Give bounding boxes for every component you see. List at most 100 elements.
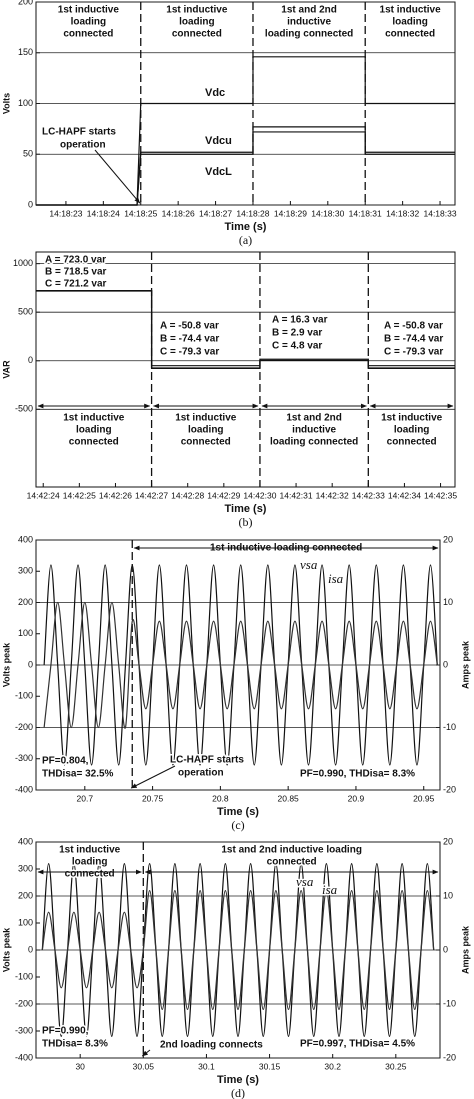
region-label: loading <box>179 17 215 28</box>
x-tick-label: 14:18:28 <box>236 208 269 218</box>
annotation: PF=0.804, <box>42 756 89 767</box>
x-tick-label: 20.85 <box>278 793 300 803</box>
y-tick-label: -200 <box>15 722 33 732</box>
x-tick-label: 20.8 <box>212 793 229 803</box>
region-label: 1st inductive <box>59 845 121 856</box>
annotation: A = 16.3 var <box>272 315 328 326</box>
annotation: 2nd loading connects <box>160 1040 263 1051</box>
y-tick-label: 400 <box>18 534 33 544</box>
y2-tick-label: 20 <box>443 534 453 544</box>
y-tick-label: -400 <box>15 1052 33 1062</box>
y-tick-label: 200 <box>18 0 33 6</box>
y-tick-label: 0 <box>28 355 33 365</box>
annotation: PF=0.990, <box>42 1026 89 1037</box>
y-tick-label: -100 <box>15 691 33 701</box>
y-tick-label: 300 <box>18 566 33 576</box>
x-axis-title: Time (s) <box>225 503 267 515</box>
annotation: B = -74.4 var <box>160 334 219 345</box>
x-tick-label: 14:42:28 <box>171 490 204 500</box>
x-tick-label: 14:42:27 <box>135 490 168 500</box>
annotation: PF=0.990, THDisa= 8.3% <box>300 769 415 780</box>
caption: (a) <box>239 233 252 247</box>
x-tick-label: 14:18:27 <box>199 208 232 218</box>
y-tick-label: 0 <box>28 199 33 209</box>
y-tick-label: -300 <box>15 753 33 763</box>
y-axis-title: Volts peak <box>1 927 11 972</box>
region-label: loading connected <box>265 29 353 40</box>
x-tick-label: 20.9 <box>348 793 365 803</box>
y-tick-label: 50 <box>23 149 33 159</box>
x-axis-title: Time (s) <box>217 1074 259 1086</box>
x-tick-label: 14:18:29 <box>274 208 307 218</box>
y-tick-label: 0 <box>28 659 33 669</box>
x-tick-label: 14:18:23 <box>49 208 82 218</box>
region-label: loading <box>71 17 107 28</box>
region-label: 1st inductive <box>175 413 237 424</box>
y-tick-label: -500 <box>15 404 33 414</box>
y2-tick-label: -10 <box>443 998 456 1008</box>
x-tick-label: 30.05 <box>133 1061 155 1071</box>
x-tick-label: 20.95 <box>413 793 435 803</box>
y-axis-title: VAR <box>1 360 11 379</box>
region-label: connected <box>181 437 231 448</box>
region-label: loading <box>76 425 112 436</box>
annotation: C = 721.2 var <box>45 279 107 290</box>
y-tick-label: -300 <box>15 1025 33 1035</box>
x-tick-label: 30.15 <box>259 1061 281 1071</box>
series-label: vsa <box>300 557 318 572</box>
region-label: loading <box>394 425 430 436</box>
annotation: THDisa= 8.3% <box>42 1039 108 1050</box>
annotation: PF=0.997, THDisa= 4.5% <box>300 1039 415 1050</box>
region-label: connected <box>63 29 113 40</box>
region-label: 1st inductive <box>381 413 443 424</box>
region-label: inductive <box>287 17 331 28</box>
y-tick-label: 500 <box>18 307 33 317</box>
annotation: THDisa= 32.5% <box>42 769 114 780</box>
series-line <box>41 889 435 1011</box>
caption: (b) <box>239 515 253 529</box>
annotation: C = -79.3 var <box>160 347 219 358</box>
caption: (d) <box>231 1086 245 1099</box>
annotation: A = -50.8 var <box>384 321 443 332</box>
x-tick-label: 30.25 <box>385 1061 407 1071</box>
y-tick-label: 150 <box>18 47 33 57</box>
region-label: loading <box>392 17 428 28</box>
x-tick-label: 14:42:25 <box>63 490 96 500</box>
annotation-arrow <box>130 765 176 789</box>
region-label: inductive <box>292 425 336 436</box>
y-tick-label: 100 <box>18 98 33 108</box>
y-tick-label: 100 <box>18 628 33 638</box>
annotation: operation <box>178 768 224 779</box>
x-tick-label: 20.7 <box>77 793 94 803</box>
x-tick-label: 14:18:31 <box>349 208 382 218</box>
y-tick-label: 100 <box>18 917 33 927</box>
y-axis-title: Volts <box>1 93 11 114</box>
x-tick-label: 14:42:26 <box>99 490 132 500</box>
x-tick-label: 14:42:34 <box>388 490 421 500</box>
annotation: B = 718.5 var <box>45 267 107 278</box>
x-tick-label: 14:18:32 <box>386 208 419 218</box>
y-tick-label: -100 <box>15 971 33 981</box>
region-label: loading connected <box>270 437 358 448</box>
y2-axis-title: Amps peak <box>460 640 470 689</box>
series-line <box>43 601 438 729</box>
y-tick-label: 200 <box>18 597 33 607</box>
x-tick-label: 14:18:25 <box>124 208 157 218</box>
x-tick-label: 30.1 <box>198 1061 215 1071</box>
annotation: C = -79.3 var <box>384 347 443 358</box>
x-tick-label: 14:42:31 <box>280 490 313 500</box>
region-label: 1st and 2nd <box>286 413 342 424</box>
annotation: LC-HAPF starts <box>42 127 116 138</box>
x-tick-label: 14:42:30 <box>243 490 276 500</box>
region-label: connected <box>387 437 437 448</box>
region-label: 1st and 2nd <box>281 5 337 16</box>
y2-tick-label: 10 <box>443 890 453 900</box>
y-tick-label: -200 <box>15 998 33 1008</box>
region-label: connected <box>65 869 115 880</box>
region-label: 1st and 2nd inductive loading <box>221 845 362 856</box>
series-label: Vdcu <box>205 135 232 147</box>
x-tick-label: 30.2 <box>324 1061 341 1071</box>
x-tick-label: 14:18:26 <box>162 208 195 218</box>
region-label: connected <box>267 857 317 868</box>
